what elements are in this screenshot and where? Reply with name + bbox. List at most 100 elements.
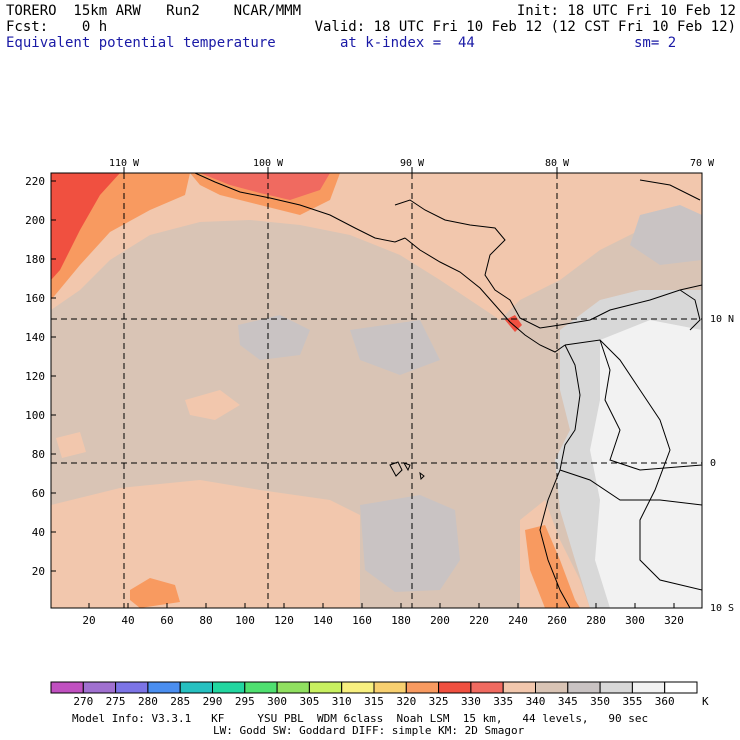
y-label-220: 220 bbox=[25, 175, 45, 188]
x-label-80: 80 bbox=[199, 614, 212, 627]
color-bar-swatch bbox=[212, 681, 246, 694]
color-bar-level-label: 350 bbox=[590, 695, 610, 708]
color-bar-level-label: 295 bbox=[235, 695, 255, 708]
y-label-100: 100 bbox=[25, 409, 45, 422]
x-label-100: 100 bbox=[235, 614, 255, 627]
color-bar-level-label: 320 bbox=[396, 695, 416, 708]
color-bar-swatch bbox=[244, 681, 278, 694]
smoothing-label: sm= 2 bbox=[634, 35, 677, 51]
color-bar-level-label: 270 bbox=[73, 695, 93, 708]
color-bar-swatch bbox=[631, 681, 666, 694]
x-label-180: 180 bbox=[391, 614, 411, 627]
axis-ticks bbox=[51, 167, 675, 608]
color-bar-level-label: 325 bbox=[429, 695, 449, 708]
island-hispaniola bbox=[679, 289, 701, 331]
color-bar-swatch bbox=[373, 681, 407, 694]
lon-label-110w: 110 W bbox=[109, 158, 140, 169]
color-bar-level-label: 305 bbox=[299, 695, 319, 708]
coastline-caribbean bbox=[394, 199, 591, 329]
lon-label-70w: 70 W bbox=[690, 158, 715, 169]
lat-label-10n: 10 N bbox=[710, 314, 734, 325]
color-bar-swatch bbox=[82, 681, 117, 694]
y-label-60: 60 bbox=[32, 487, 45, 500]
field-peach-south bbox=[51, 480, 360, 608]
color-bar-swatch bbox=[502, 681, 537, 694]
color-bar-swatch bbox=[147, 681, 181, 694]
color-bar-swatch bbox=[438, 681, 472, 694]
forecast-hour: Fcst: 0 h bbox=[6, 19, 108, 35]
color-bar-level-label: 300 bbox=[267, 695, 287, 708]
y-label-80: 80 bbox=[32, 448, 45, 461]
color-bar-level-label: 280 bbox=[138, 695, 158, 708]
field-grey-ocean-4 bbox=[630, 205, 702, 265]
color-bar-level-label: 335 bbox=[493, 695, 513, 708]
color-bar-swatch bbox=[308, 681, 343, 694]
color-bar-level-label: 330 bbox=[461, 695, 481, 708]
color-bar-swatch bbox=[341, 681, 375, 694]
color-bar-swatch bbox=[599, 681, 633, 694]
plot-frame bbox=[50, 172, 703, 609]
x-label-200: 200 bbox=[430, 614, 450, 627]
model-info: Model Info: V3.3.1 KF YSU PBL WDM 6class… bbox=[72, 712, 649, 725]
longitude-labels: 110 W 100 W 90 W 80 W 70 W bbox=[109, 158, 715, 169]
coastlines bbox=[194, 173, 702, 608]
field-peach-north bbox=[51, 173, 702, 320]
color-bar bbox=[50, 681, 698, 694]
lat-label-10s: 10 S bbox=[710, 603, 734, 614]
title-left: TORERO 15km ARW Run2 NCAR/MMM bbox=[6, 3, 302, 19]
color-bar-level-label: 360 bbox=[655, 695, 675, 708]
y-label-140: 140 bbox=[25, 331, 45, 344]
color-bar-level-label: 290 bbox=[203, 695, 223, 708]
lon-label-80w: 80 W bbox=[545, 158, 570, 169]
field-peach-blob-2 bbox=[56, 432, 86, 458]
field-grey-ocean-1 bbox=[238, 315, 310, 360]
color-bar-swatch bbox=[276, 681, 310, 694]
color-bar-swatch bbox=[664, 681, 698, 694]
x-label-120: 120 bbox=[274, 614, 294, 627]
y-label-160: 160 bbox=[25, 292, 45, 305]
color-bar-swatch bbox=[567, 681, 601, 694]
color-bar-swatch bbox=[179, 681, 213, 694]
coastline-caribbean-sa bbox=[589, 284, 702, 321]
x-label-40: 40 bbox=[121, 614, 134, 627]
x-label-60: 60 bbox=[160, 614, 173, 627]
border-andes bbox=[564, 339, 702, 591]
graticule bbox=[51, 173, 702, 608]
coastline-mexico bbox=[194, 173, 406, 243]
color-bar-swatch bbox=[470, 681, 504, 694]
field-name: Equivalent potential temperature bbox=[6, 35, 276, 51]
field-red-nw bbox=[51, 173, 120, 280]
x-label-20: 20 bbox=[82, 614, 95, 627]
y-label-180: 180 bbox=[25, 253, 45, 266]
init-time: Init: 18 UTC Fri 10 Feb 12 bbox=[516, 3, 736, 19]
border-inner-2 bbox=[559, 469, 702, 506]
x-label-160: 160 bbox=[352, 614, 372, 627]
lat-label-equator: 0 bbox=[710, 458, 716, 469]
level-label: at k-index = 44 bbox=[340, 35, 475, 51]
color-bar-swatch bbox=[535, 681, 569, 694]
x-label-280: 280 bbox=[586, 614, 606, 627]
field-red-spot bbox=[505, 315, 522, 332]
x-label-300: 300 bbox=[625, 614, 645, 627]
field-grey-ocean-2 bbox=[360, 495, 460, 592]
field-salmon-south bbox=[130, 578, 180, 608]
x-label-320: 320 bbox=[664, 614, 684, 627]
x-label-140: 140 bbox=[313, 614, 333, 627]
color-bar-swatch bbox=[50, 681, 84, 694]
color-bar-swatch bbox=[115, 681, 149, 694]
color-bar-level-label: 340 bbox=[526, 695, 546, 708]
border-inner-1 bbox=[599, 339, 702, 471]
valid-time: Valid: 18 UTC Fri 10 Feb 12 (12 CST Fri … bbox=[314, 19, 736, 35]
field-peach-blob-1 bbox=[185, 390, 240, 420]
color-bar-level-label: 355 bbox=[622, 695, 642, 708]
x-label-260: 260 bbox=[547, 614, 567, 627]
y-label-200: 200 bbox=[25, 214, 45, 227]
color-bar-level-label: 285 bbox=[170, 695, 190, 708]
temperature-field bbox=[51, 173, 702, 608]
x-label-240: 240 bbox=[508, 614, 528, 627]
color-bar-unit: K bbox=[702, 695, 709, 708]
color-bar-level-label: 345 bbox=[558, 695, 578, 708]
y-label-40: 40 bbox=[32, 526, 45, 539]
latitude-labels: 10 N 0 10 S bbox=[710, 314, 734, 614]
